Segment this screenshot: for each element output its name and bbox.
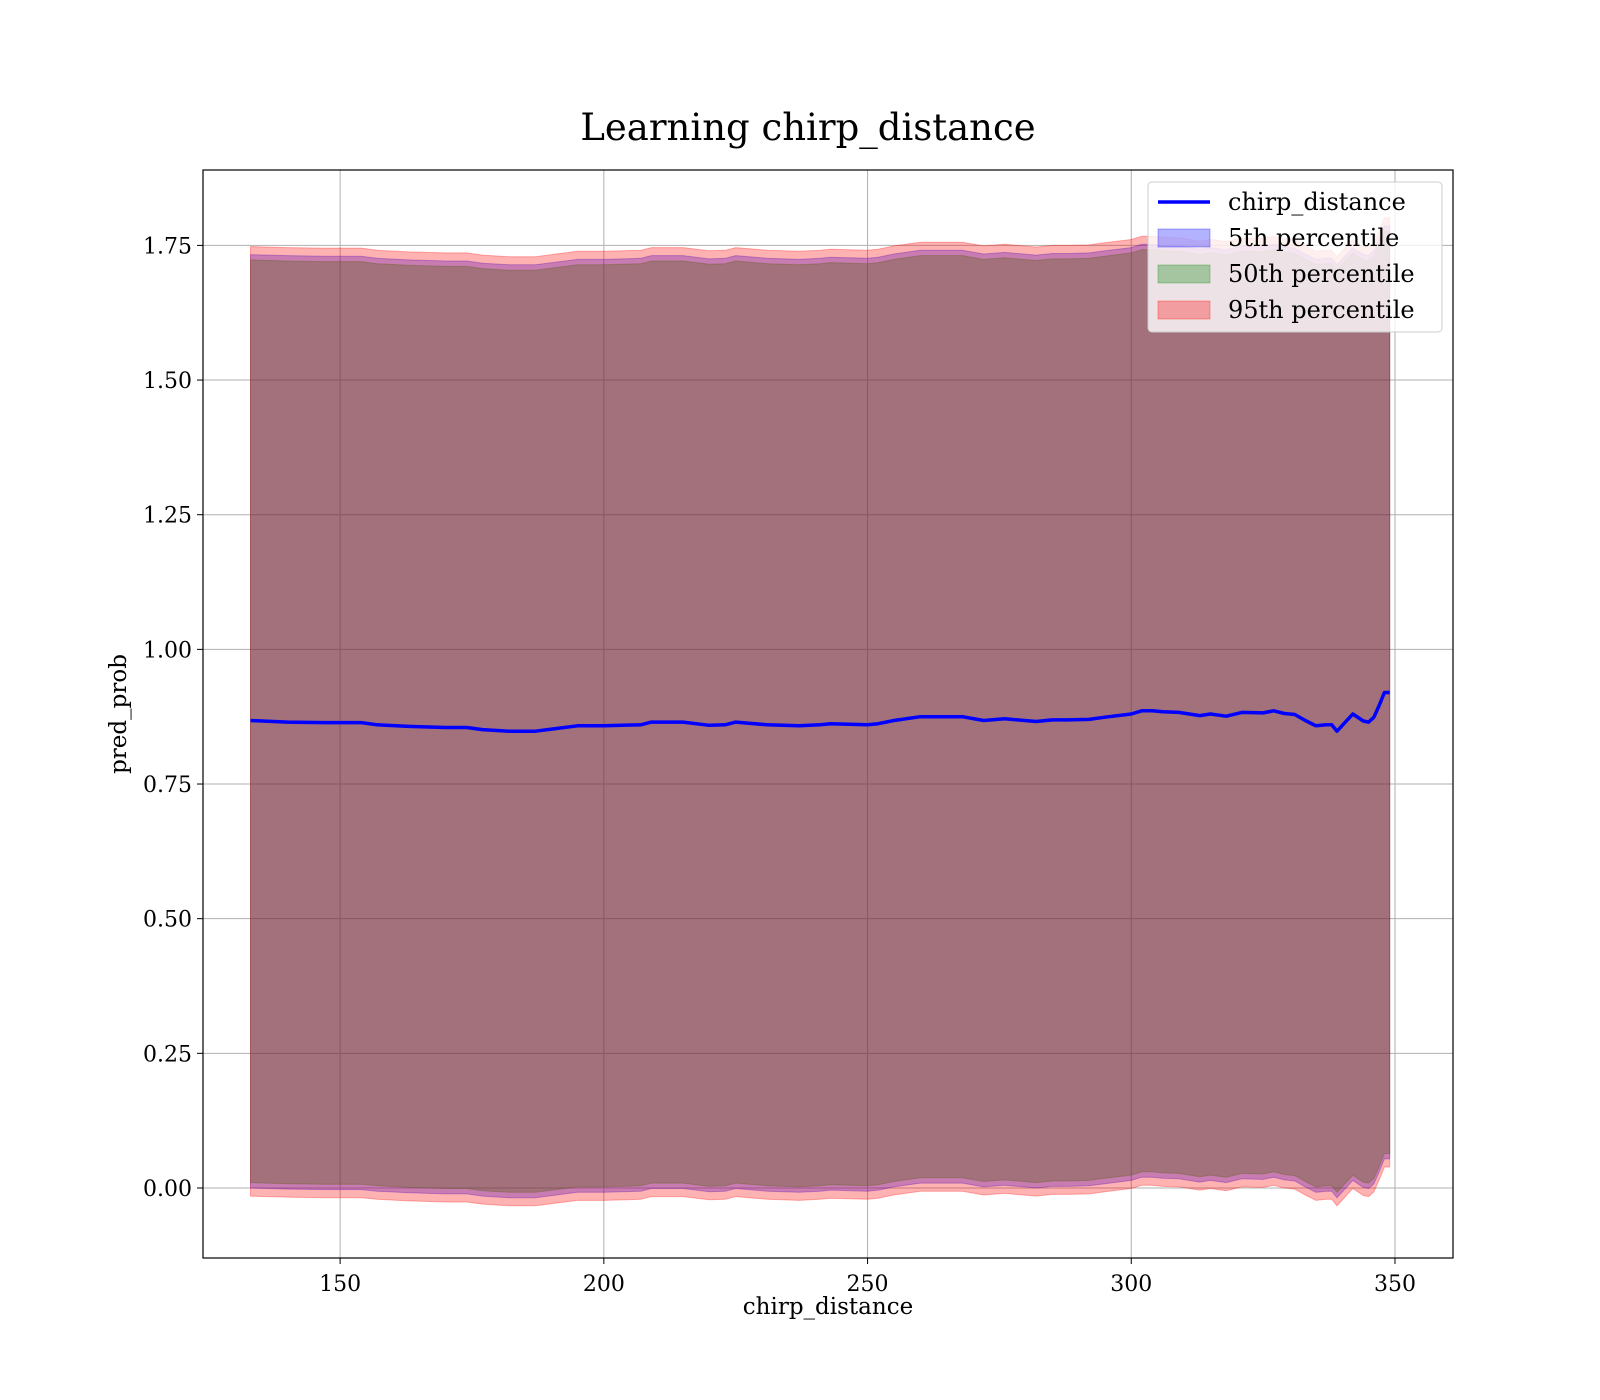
plot-frame (202, 169, 1454, 1259)
y-tick-label: 0.50 (143, 908, 192, 933)
x-axis-label: chirp_distance (743, 1294, 913, 1320)
band-50th-percentile (250, 230, 1391, 1194)
y-tick-label: 1.00 (143, 638, 192, 663)
y-axis-label: pred_prob (106, 654, 132, 774)
y-tick-label: 0.25 (143, 1042, 192, 1067)
y-tick-label: 1.75 (143, 234, 192, 259)
axis-ticks: 150 200 250 300 350 0.00 0.25 0.50 0.75 1.00 1.25 1… (143, 234, 1416, 1297)
x-tick-label: 250 (847, 1272, 889, 1297)
y-tick-label: 1.25 (143, 504, 192, 529)
line-chirp-distance (250, 690, 1390, 733)
legend-swatch-95th-percentile (1157, 300, 1211, 320)
y-tick-label: 0.00 (143, 1177, 192, 1202)
grid (203, 170, 1453, 1258)
x-tick-label: 200 (583, 1272, 625, 1297)
y-tick-label: 0.75 (143, 773, 192, 798)
chart-title: Learning chirp_distance (580, 106, 1035, 150)
legend-swatch-50th-percentile (1157, 264, 1211, 284)
y-tick-label: 1.50 (143, 369, 192, 394)
band-5th-percentile (250, 225, 1391, 1199)
legend-box (1147, 181, 1443, 333)
legend-label: 5th percentile (1228, 224, 1399, 252)
series-lines (250, 690, 1390, 733)
legend-label: 95th percentile (1228, 296, 1415, 324)
legend-label: 50th percentile (1228, 260, 1415, 288)
x-tick-label: 150 (319, 1272, 361, 1297)
percentile-bands (250, 217, 1391, 1207)
x-tick-label: 300 (1110, 1272, 1152, 1297)
legend-swatch-5th-percentile (1157, 228, 1211, 248)
legend-label: chirp_distance (1228, 188, 1406, 216)
band-95th-percentile (250, 217, 1391, 1207)
x-tick-label: 350 (1374, 1272, 1416, 1297)
legend: chirp_distance 5th percentile 50th percent… (1147, 181, 1443, 333)
